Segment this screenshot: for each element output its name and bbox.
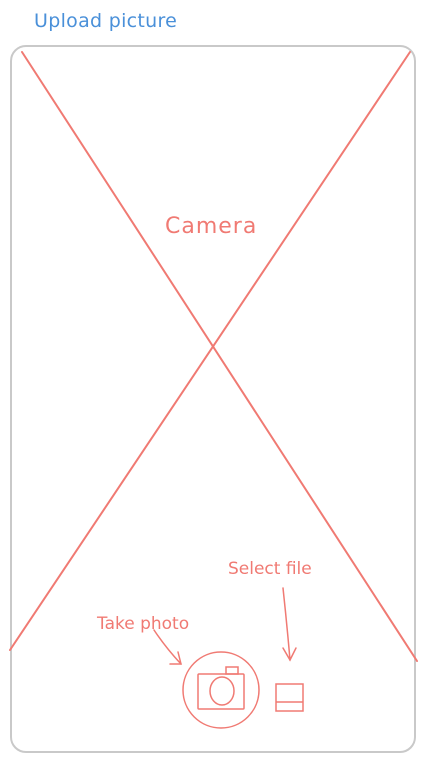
camera-placeholder-label: Camera [163, 214, 260, 239]
camera-frame [10, 45, 416, 753]
select-file-button[interactable] [275, 683, 304, 712]
select-file-annotation: Select file [228, 559, 312, 579]
take-photo-arrow [153, 629, 182, 665]
placeholder-cross-line-b [9, 51, 411, 651]
page-title: Upload picture [34, 10, 178, 32]
select-file-arrow [282, 587, 297, 662]
take-photo-annotation: Take photo [97, 614, 190, 634]
camera-icon [197, 666, 245, 710]
capture-button[interactable] [182, 651, 260, 729]
placeholder-cross-line-a [21, 51, 418, 662]
